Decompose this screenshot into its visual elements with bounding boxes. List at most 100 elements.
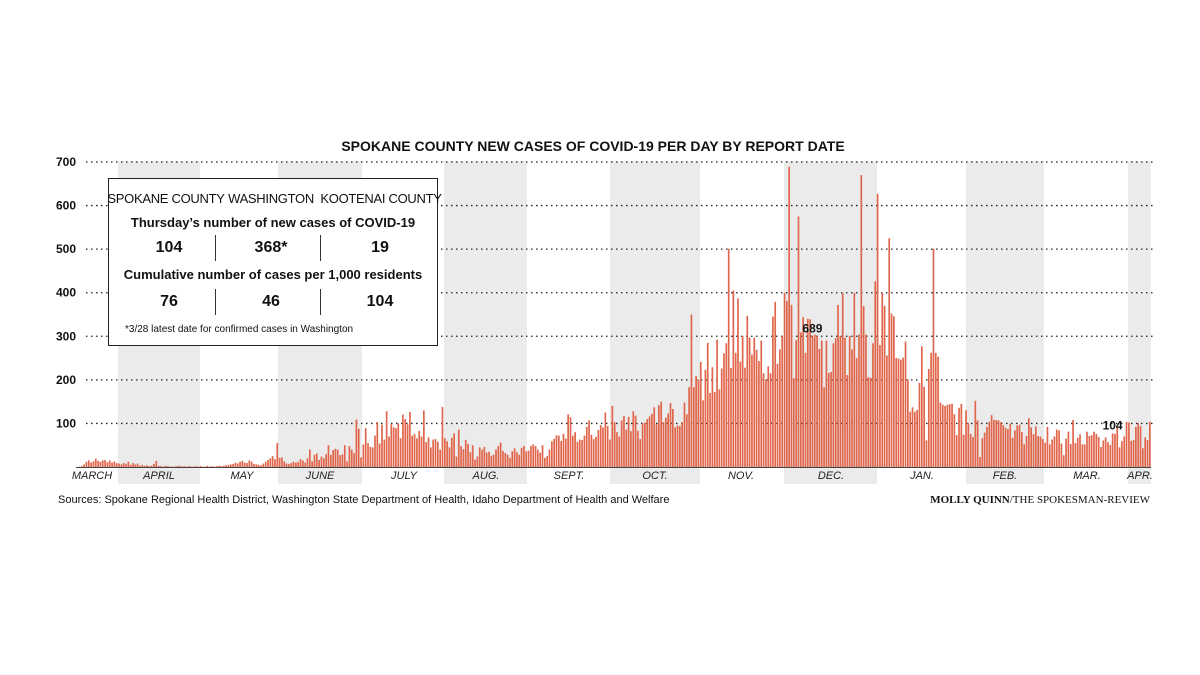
bar <box>499 442 502 467</box>
bar <box>1114 433 1116 467</box>
bar <box>553 438 556 467</box>
bar <box>178 465 181 467</box>
bar <box>511 451 514 467</box>
bar <box>751 354 753 467</box>
separator <box>215 289 216 315</box>
bar <box>1030 427 1033 467</box>
bar <box>222 465 225 467</box>
bar <box>713 392 716 467</box>
bar <box>797 216 800 467</box>
bar <box>111 462 113 467</box>
bar <box>1062 455 1065 467</box>
bar <box>1069 443 1072 467</box>
bar <box>951 403 953 467</box>
bar <box>80 466 83 467</box>
bar <box>920 346 923 467</box>
bar <box>948 404 951 467</box>
bar <box>348 446 351 467</box>
bar <box>1023 444 1026 467</box>
bar <box>399 438 402 467</box>
bar <box>87 460 90 467</box>
bar <box>788 166 791 468</box>
bar <box>548 449 551 467</box>
bar <box>90 462 92 467</box>
bar <box>113 461 116 467</box>
bar <box>397 423 400 467</box>
bar <box>692 387 695 467</box>
bar <box>176 466 179 467</box>
bar <box>502 450 504 467</box>
bar <box>155 460 158 467</box>
bar <box>336 449 339 467</box>
x-tick-label: FEB. <box>993 470 1017 482</box>
bar <box>274 459 276 467</box>
bar <box>302 460 304 467</box>
bar <box>799 332 802 467</box>
bar <box>632 411 635 467</box>
row2-washington: 46 <box>262 293 280 310</box>
bar <box>741 335 744 467</box>
bar <box>1041 439 1044 467</box>
bar <box>781 336 784 467</box>
bar <box>497 446 500 467</box>
bar <box>97 460 99 467</box>
bar <box>434 439 437 467</box>
bar <box>851 349 853 467</box>
x-tick-label: APR. <box>1126 470 1153 482</box>
bar <box>104 460 106 467</box>
bar <box>727 248 730 467</box>
bar <box>637 430 639 467</box>
bar <box>634 415 637 467</box>
bar <box>229 464 232 467</box>
bar <box>385 411 388 467</box>
bar <box>120 464 123 467</box>
bar <box>167 466 169 467</box>
bar <box>862 306 865 467</box>
bar <box>360 457 362 467</box>
bar <box>143 465 146 467</box>
bar <box>811 336 814 467</box>
x-tick-label: AUG. <box>472 470 500 482</box>
x-tick-label: DEC. <box>818 470 844 482</box>
bar <box>904 341 907 467</box>
bar <box>825 340 828 467</box>
bar <box>395 428 397 467</box>
bar <box>1044 442 1046 467</box>
row2-spokane: 76 <box>160 293 178 310</box>
bar <box>460 446 462 467</box>
bar <box>888 238 891 467</box>
bar <box>1088 436 1091 467</box>
bar <box>886 355 888 467</box>
bar <box>420 436 423 467</box>
bar <box>1132 439 1135 467</box>
bar <box>1121 441 1123 467</box>
bar <box>234 462 237 467</box>
bar <box>332 450 334 467</box>
bar <box>790 304 793 467</box>
bar <box>1002 425 1005 467</box>
bar <box>94 458 97 467</box>
bar <box>699 361 702 467</box>
bar <box>697 379 700 467</box>
bar <box>257 464 260 467</box>
bar <box>527 450 530 467</box>
bar <box>1053 436 1056 467</box>
bar <box>706 342 709 467</box>
bar <box>267 460 269 467</box>
bar <box>194 466 197 467</box>
bar <box>118 463 120 467</box>
bar <box>339 455 341 467</box>
bar <box>583 435 586 467</box>
bar <box>453 433 455 467</box>
credit-name: MOLLY QUINN <box>930 494 1010 506</box>
bar <box>718 389 721 467</box>
bar <box>1102 440 1105 467</box>
bar <box>1058 430 1060 467</box>
bar <box>574 432 576 467</box>
bar <box>520 447 523 467</box>
bar <box>1104 437 1107 467</box>
bar <box>236 463 239 467</box>
bar <box>618 436 621 467</box>
bar <box>115 463 118 467</box>
bar <box>1018 424 1021 467</box>
